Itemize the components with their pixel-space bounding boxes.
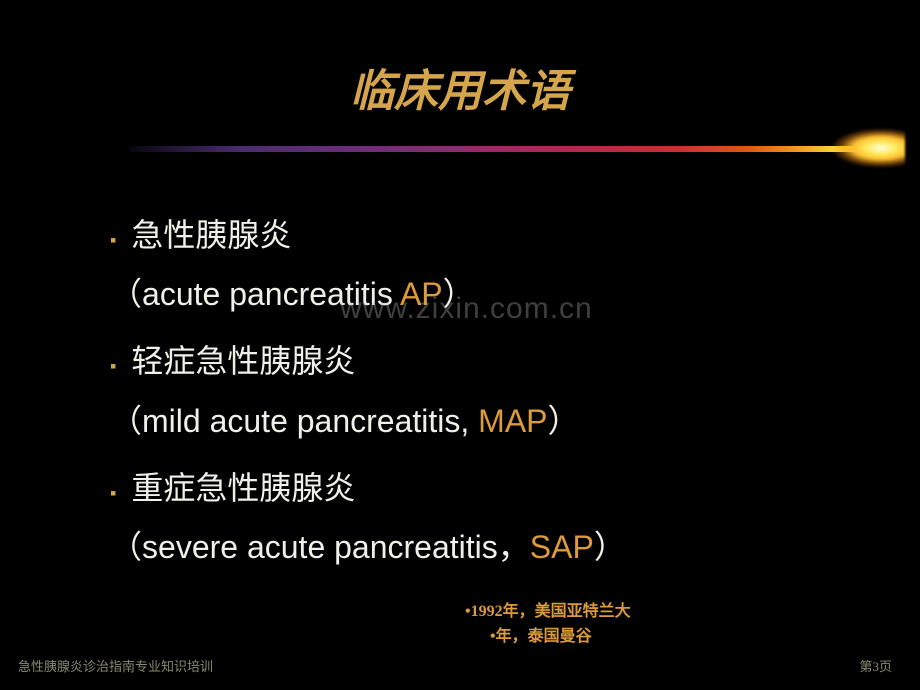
- term-english: severe acute pancreatitis，: [142, 529, 530, 565]
- term-abbr: SAP: [530, 529, 594, 565]
- term-english-row: （severe acute pancreatitis，SAP）: [110, 522, 860, 573]
- term-chinese: 重症急性胰腺炎: [131, 463, 355, 514]
- bullet-icon: ▪: [110, 479, 116, 508]
- paren-close: ）: [594, 529, 626, 565]
- citation-block: •1992年，美国亚特兰大 •年，泰国曼谷: [465, 599, 631, 650]
- footer-title: 急性胰腺炎诊治指南专业知识培训: [18, 656, 213, 675]
- slide-title: 临床用术语: [0, 55, 920, 119]
- page-number: 第3页: [859, 656, 892, 675]
- paren-close: ）: [443, 276, 475, 312]
- term-chinese: 轻症急性胰腺炎: [131, 336, 355, 387]
- term-english-row: （mild acute pancreatitis, MAP）: [110, 396, 860, 447]
- paren-open: （: [110, 403, 142, 439]
- term-abbr: AP: [400, 276, 443, 312]
- citation-text: 年，泰国曼谷: [496, 628, 592, 645]
- term-english: acute pancreatitis: [142, 276, 400, 312]
- term-english-row: （acute pancreatitis AP）: [110, 269, 860, 320]
- list-item: ▪ 轻症急性胰腺炎: [110, 336, 860, 387]
- citation-line: •年，泰国曼谷: [490, 624, 631, 650]
- list-item: ▪ 重症急性胰腺炎: [110, 463, 860, 514]
- term-abbr: MAP: [478, 403, 547, 439]
- bullet-icon: ▪: [110, 226, 116, 255]
- slide: 临床用术语 ▪ 急性胰腺炎 （acute pancreatitis AP） ▪ …: [0, 0, 920, 690]
- citation-line: •1992年，美国亚特兰大: [465, 599, 631, 625]
- comet-gradient-line: [130, 146, 860, 152]
- term-english: mild acute pancreatitis,: [142, 403, 478, 439]
- paren-open: （: [110, 276, 142, 312]
- paren-close: ）: [548, 403, 580, 439]
- content-area: ▪ 急性胰腺炎 （acute pancreatitis AP） ▪ 轻症急性胰腺…: [110, 210, 860, 589]
- comet-head-glow: [825, 128, 905, 168]
- paren-open: （: [110, 529, 142, 565]
- bullet-icon: ▪: [110, 352, 116, 381]
- term-chinese: 急性胰腺炎: [131, 210, 291, 261]
- divider-comet: [130, 130, 920, 166]
- citation-text: 1992年，美国亚特兰大: [471, 603, 631, 620]
- list-item: ▪ 急性胰腺炎: [110, 210, 860, 261]
